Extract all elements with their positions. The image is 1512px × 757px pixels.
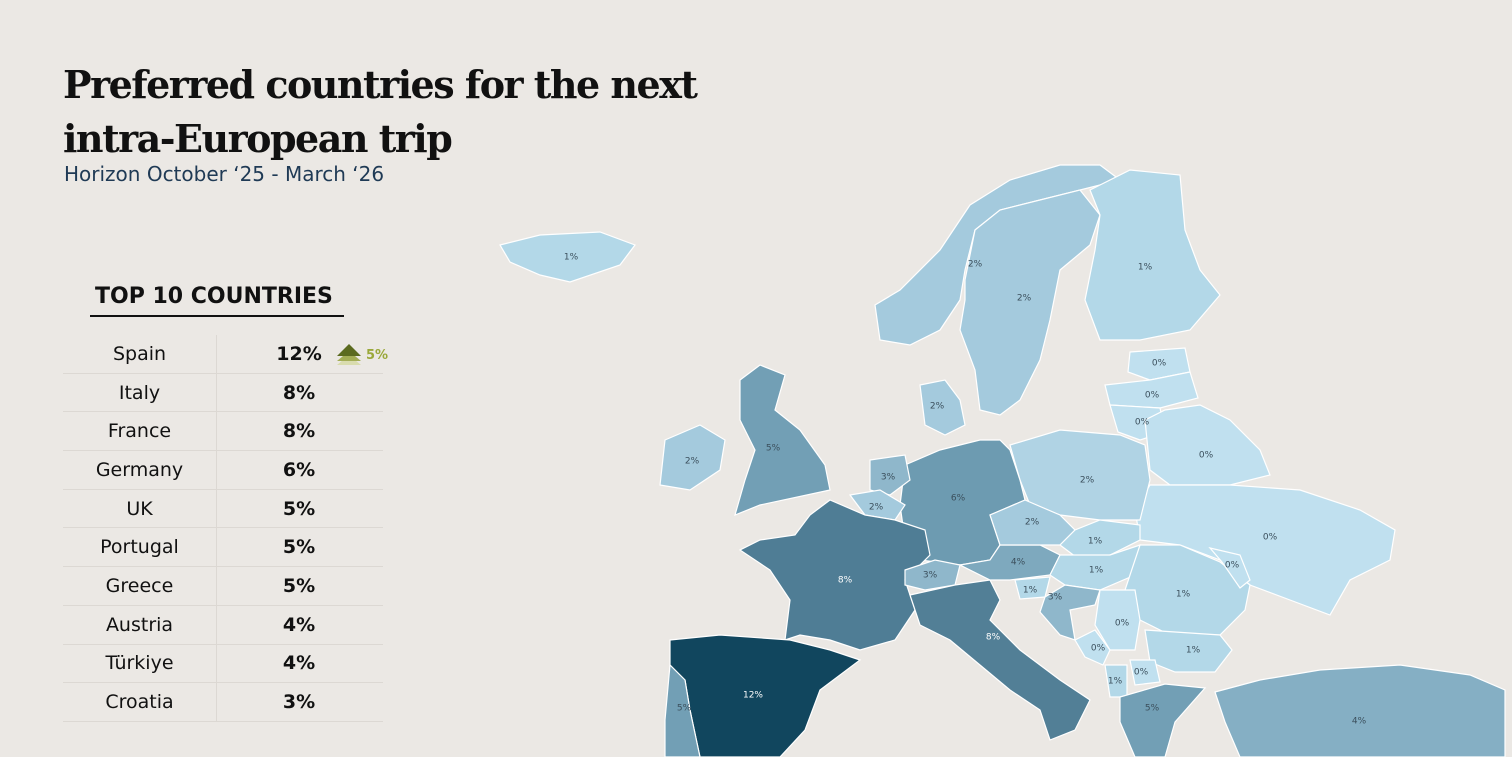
- table-row: Portugal 5%: [63, 528, 383, 568]
- region-label: 12%: [743, 691, 763, 701]
- country-region: [1119, 683, 1207, 757]
- region-label: 5%: [677, 704, 692, 714]
- table-row: Spain 12% 5%: [63, 335, 388, 374]
- share-value: 4%: [282, 652, 316, 675]
- region-label: 1%: [1088, 537, 1103, 547]
- region-label: 3%: [881, 473, 896, 483]
- region-label: 2%: [1017, 294, 1032, 304]
- table-row: Greece 5%: [63, 567, 383, 606]
- region-label: 2%: [685, 457, 700, 467]
- country-name: Croatia: [63, 683, 217, 721]
- country-region: [1144, 404, 1271, 486]
- up-arrow-icon: [337, 344, 361, 365]
- share-value: 8%: [282, 381, 316, 404]
- country-name: Türkiye: [63, 644, 217, 683]
- country-region: [659, 424, 726, 491]
- country-name: Italy: [63, 373, 217, 412]
- country-region: [664, 663, 701, 757]
- subtitle: Horizon October ‘25 - March ‘26: [64, 162, 385, 186]
- country-name: France: [63, 412, 217, 451]
- table-row: Croatia 3%: [63, 683, 383, 722]
- region-label: 1%: [1186, 646, 1201, 656]
- region-label: 3%: [1048, 593, 1063, 603]
- country-region: [848, 489, 906, 521]
- region-label: 1%: [1023, 586, 1038, 596]
- country-region: [1094, 589, 1141, 651]
- country-region: [909, 579, 1091, 741]
- country-name: Greece: [63, 567, 217, 605]
- share-value: 6%: [282, 458, 316, 481]
- region-label: 2%: [1080, 476, 1095, 486]
- region-label: 2%: [930, 402, 945, 412]
- region-label: 0%: [1225, 561, 1240, 571]
- country-name: Austria: [63, 605, 217, 644]
- region-label: 3%: [923, 571, 938, 581]
- country-region: [1134, 484, 1396, 616]
- region-label: 1%: [1108, 677, 1123, 687]
- change-value: 5%: [366, 347, 389, 363]
- top-countries-table: Spain 12% 5% Italy 8% France 8% Germany 6% UK 5% Po…: [63, 335, 388, 722]
- country-region: [869, 454, 911, 496]
- country-region: [669, 634, 862, 757]
- table-row: Türkiye 4%: [63, 644, 383, 684]
- region-label: 0%: [1145, 391, 1160, 401]
- share-value: 5%: [282, 536, 316, 559]
- country-name: Germany: [63, 451, 217, 489]
- region-label: 1%: [1138, 263, 1153, 273]
- region-label: 0%: [1091, 644, 1106, 654]
- country-region: [1208, 546, 1251, 589]
- country-region: [1129, 659, 1161, 686]
- region-label: 4%: [1011, 558, 1026, 568]
- country-region: [499, 231, 636, 283]
- region-label: 0%: [1115, 619, 1130, 629]
- share-value: 12%: [276, 342, 322, 365]
- country-region: [1039, 584, 1101, 641]
- table-title: TOP 10 COUNTRIES: [90, 284, 344, 317]
- table-row: Austria 4%: [63, 605, 383, 645]
- region-label: 1%: [1176, 590, 1191, 600]
- country-region: [959, 189, 1101, 416]
- region-label: 0%: [1135, 418, 1150, 428]
- region-label: 0%: [1263, 533, 1278, 543]
- region-label: 0%: [1152, 359, 1167, 369]
- share-value: 5%: [282, 574, 316, 597]
- region-label: 8%: [838, 576, 853, 586]
- country-name: UK: [63, 489, 217, 528]
- share-value: 5%: [282, 497, 316, 520]
- region-label: 5%: [1145, 704, 1160, 714]
- region-label: 2%: [1025, 518, 1040, 528]
- share-value: 4%: [282, 613, 316, 636]
- region-label: 8%: [986, 633, 1001, 643]
- country-region: [734, 364, 831, 517]
- table-row: Italy 8%: [63, 373, 383, 413]
- country-region: [1214, 664, 1506, 757]
- region-label: 1%: [1089, 566, 1104, 576]
- table-row: UK 5%: [63, 489, 383, 529]
- title: Preferred countries for the next intra-E…: [63, 62, 698, 161]
- share-value: 3%: [282, 691, 316, 714]
- region-label: 5%: [766, 444, 781, 454]
- region-label: 6%: [951, 494, 966, 504]
- country-name: Spain: [63, 335, 217, 373]
- table-row: France 8%: [63, 412, 383, 452]
- table-row: Germany 6%: [63, 451, 383, 490]
- country-region: [1049, 544, 1141, 591]
- change-indicator: 5%: [335, 343, 388, 367]
- region-label: 0%: [1199, 451, 1214, 461]
- country-region: [919, 379, 966, 436]
- region-label: 4%: [1352, 717, 1367, 727]
- country-name: Portugal: [63, 528, 217, 567]
- country-region: [1084, 169, 1221, 341]
- region-label: 2%: [968, 260, 983, 270]
- share-value: 8%: [282, 420, 316, 443]
- region-label: 1%: [564, 253, 579, 263]
- country-region: [1009, 429, 1151, 521]
- country-region: [738, 499, 931, 651]
- country-region: [1074, 629, 1111, 666]
- region-label: 2%: [869, 503, 884, 513]
- region-label: 0%: [1134, 668, 1149, 678]
